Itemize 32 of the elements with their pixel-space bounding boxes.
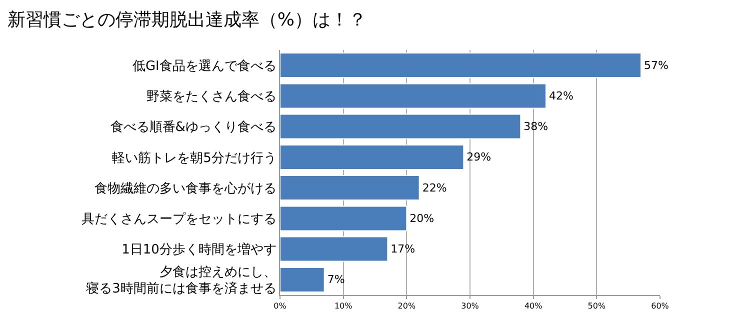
y-tick-label: 食べる順番&ゆっくり食べる [110, 120, 276, 136]
x-tick-label: 0% [274, 302, 287, 311]
data-label: 42% [549, 89, 574, 102]
x-tick-label: 50% [588, 302, 606, 311]
y-tick-label: 具だくさんスープをセットにする [81, 212, 276, 227]
y-tick-label: 1日10分歩く時間を増やす [122, 242, 276, 258]
x-tick-label: 60% [651, 302, 670, 311]
x-tick-label: 20% [398, 302, 416, 311]
y-tick-label: 夕食は控えめにし、寝る3時間前には食事を済ませる [86, 264, 276, 297]
chart-title: 新習慣ごとの停滞期脱出達成率（%）は！？ [7, 9, 367, 30]
data-label: 38% [524, 120, 548, 134]
data-label: 20% [410, 212, 434, 225]
y-tick-label: 軽い筋トレを朝5分だけ行う [112, 150, 276, 166]
bar [280, 266, 325, 292]
y-tick-label: 野菜をたくさん食べる [146, 89, 276, 104]
bar [280, 206, 408, 232]
bar [280, 83, 546, 109]
bar [280, 236, 388, 262]
bar [280, 175, 420, 201]
data-label: 22% [422, 181, 447, 194]
x-tick-label: 40% [524, 302, 543, 311]
data-label: 7% [327, 273, 345, 286]
y-tick-label: 低GI食品を選んで食べる [132, 58, 276, 74]
data-label: 17% [390, 242, 416, 256]
y-tick-label: 食物繊維の多い食事を心がける [94, 180, 276, 196]
x-tick-label: 30% [461, 302, 480, 311]
bar [280, 144, 464, 170]
x-tick-label: 10% [334, 302, 353, 311]
data-label: 29% [466, 150, 492, 164]
bar [280, 52, 642, 78]
bar [280, 114, 522, 140]
data-label: 57% [644, 58, 668, 72]
